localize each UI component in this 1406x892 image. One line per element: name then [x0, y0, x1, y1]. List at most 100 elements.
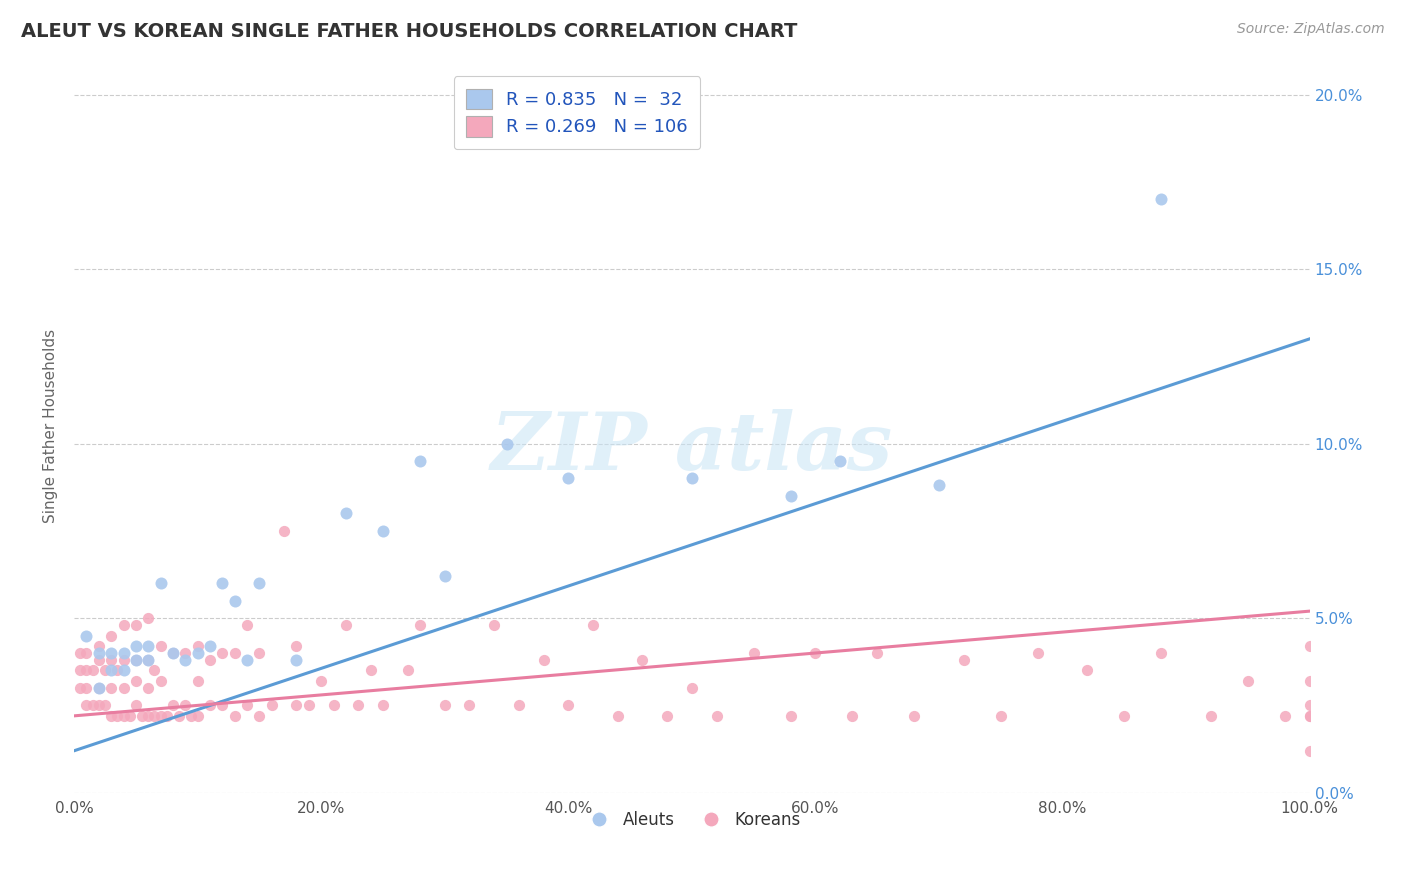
- Point: [1026, 646, 1049, 660]
- Point: [681, 471, 703, 485]
- Point: [236, 698, 259, 713]
- Point: [162, 698, 184, 713]
- Point: [143, 664, 166, 678]
- Point: [952, 653, 974, 667]
- Point: [149, 709, 172, 723]
- Point: [1298, 639, 1320, 653]
- Point: [557, 471, 579, 485]
- Point: [187, 673, 209, 688]
- Point: [100, 646, 122, 660]
- Point: [236, 653, 259, 667]
- Point: [87, 639, 110, 653]
- Point: [1150, 192, 1173, 206]
- Point: [136, 653, 159, 667]
- Point: [1274, 709, 1296, 723]
- Point: [149, 576, 172, 591]
- Point: [69, 646, 91, 660]
- Point: [187, 639, 209, 653]
- Point: [198, 698, 221, 713]
- Point: [75, 698, 97, 713]
- Point: [1298, 744, 1320, 758]
- Point: [105, 709, 128, 723]
- Point: [136, 653, 159, 667]
- Point: [162, 646, 184, 660]
- Point: [1199, 709, 1222, 723]
- Point: [335, 507, 357, 521]
- Point: [118, 709, 141, 723]
- Point: [82, 698, 104, 713]
- Point: [285, 639, 308, 653]
- Point: [298, 698, 321, 713]
- Point: [706, 709, 728, 723]
- Point: [75, 664, 97, 678]
- Point: [1298, 673, 1320, 688]
- Point: [187, 709, 209, 723]
- Point: [866, 646, 889, 660]
- Point: [322, 698, 344, 713]
- Point: [631, 653, 654, 667]
- Point: [125, 618, 148, 632]
- Point: [69, 664, 91, 678]
- Point: [779, 709, 801, 723]
- Point: [990, 709, 1012, 723]
- Point: [260, 698, 283, 713]
- Point: [167, 709, 190, 723]
- Point: [125, 653, 148, 667]
- Point: [112, 681, 135, 695]
- Point: [779, 489, 801, 503]
- Legend: Aleuts, Koreans: Aleuts, Koreans: [576, 805, 807, 836]
- Text: ALEUT VS KOREAN SINGLE FATHER HOUSEHOLDS CORRELATION CHART: ALEUT VS KOREAN SINGLE FATHER HOUSEHOLDS…: [21, 22, 797, 41]
- Point: [409, 618, 432, 632]
- Point: [657, 709, 679, 723]
- Point: [125, 653, 148, 667]
- Point: [174, 698, 197, 713]
- Point: [100, 629, 122, 643]
- Point: [100, 653, 122, 667]
- Point: [211, 576, 233, 591]
- Point: [94, 664, 117, 678]
- Point: [211, 646, 233, 660]
- Point: [1114, 709, 1136, 723]
- Point: [681, 681, 703, 695]
- Point: [143, 709, 166, 723]
- Point: [112, 653, 135, 667]
- Point: [100, 664, 122, 678]
- Point: [360, 664, 382, 678]
- Point: [224, 646, 246, 660]
- Point: [458, 698, 481, 713]
- Point: [136, 681, 159, 695]
- Point: [1298, 709, 1320, 723]
- Point: [162, 646, 184, 660]
- Point: [495, 436, 517, 450]
- Point: [1237, 673, 1260, 688]
- Point: [149, 673, 172, 688]
- Point: [433, 569, 456, 583]
- Point: [606, 709, 628, 723]
- Point: [87, 646, 110, 660]
- Point: [112, 709, 135, 723]
- Y-axis label: Single Father Households: Single Father Households: [44, 329, 58, 524]
- Point: [125, 673, 148, 688]
- Point: [174, 653, 197, 667]
- Point: [249, 646, 271, 660]
- Point: [94, 698, 117, 713]
- Text: ZIP atlas: ZIP atlas: [491, 409, 893, 487]
- Point: [136, 709, 159, 723]
- Point: [125, 698, 148, 713]
- Point: [82, 664, 104, 678]
- Point: [236, 618, 259, 632]
- Point: [136, 611, 159, 625]
- Point: [211, 698, 233, 713]
- Point: [112, 646, 135, 660]
- Point: [69, 681, 91, 695]
- Point: [100, 709, 122, 723]
- Point: [136, 639, 159, 653]
- Point: [508, 698, 530, 713]
- Point: [309, 673, 332, 688]
- Point: [804, 646, 827, 660]
- Point: [156, 709, 179, 723]
- Point: [533, 653, 555, 667]
- Point: [75, 646, 97, 660]
- Point: [371, 698, 394, 713]
- Point: [830, 454, 852, 468]
